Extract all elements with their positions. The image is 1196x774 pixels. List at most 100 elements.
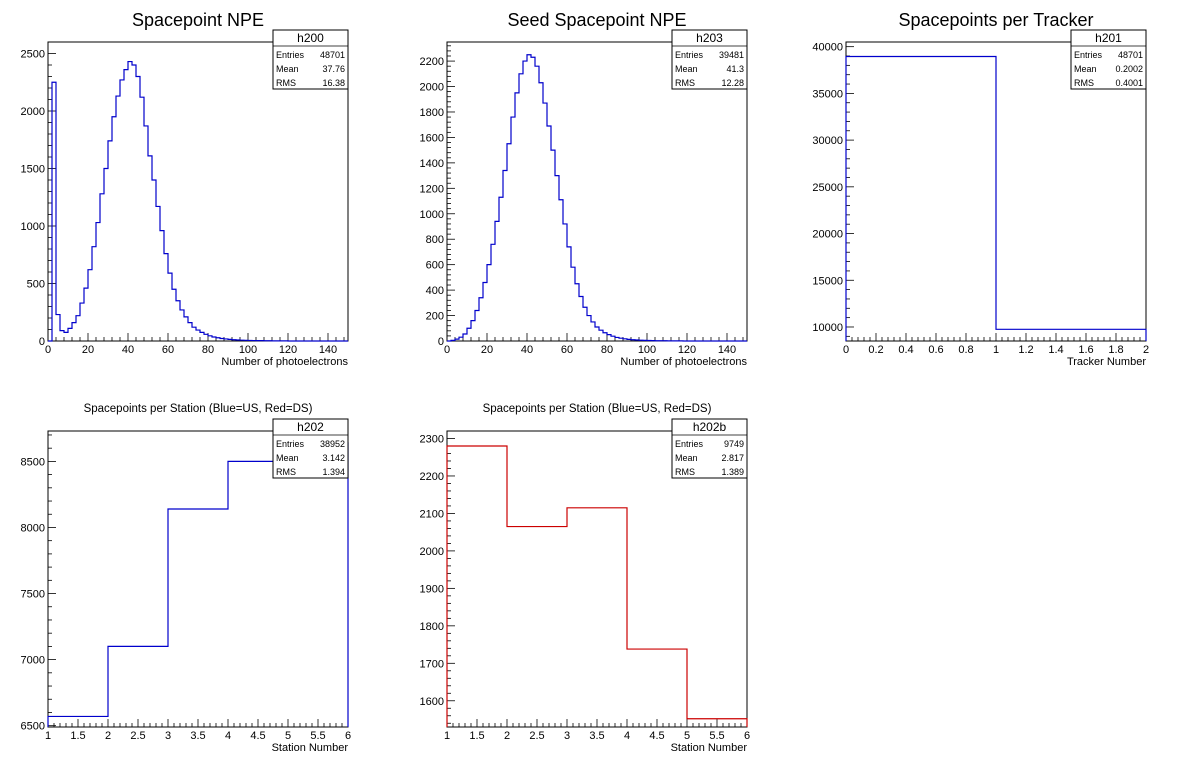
stats-entries-value: 38952: [320, 439, 345, 449]
stats-mean-value: 2.817: [721, 453, 744, 463]
x-tick-label: 4: [624, 730, 630, 742]
histogram-bin: [140, 97, 144, 341]
y-tick-label: 25000: [812, 182, 843, 194]
histogram-bin: [627, 649, 687, 727]
y-tick-label: 0: [39, 336, 45, 348]
stats-box-frame: [272, 418, 349, 479]
x-tick-label: 0.6: [928, 344, 943, 356]
x-tick-label: 3: [165, 730, 171, 742]
x-axis-label: Tracker Number: [1067, 356, 1146, 368]
stats-mean-label: Mean: [675, 64, 698, 74]
stats-box: h203 Entries 39481 Mean 41.3 RMS 12.28: [671, 29, 748, 90]
y-tick-label: 1400: [420, 158, 444, 170]
y-tick-label: 30000: [812, 135, 843, 147]
x-tick-label: 140: [319, 344, 337, 356]
histogram-bin: [551, 150, 555, 341]
x-tick-label: 3.5: [589, 730, 604, 742]
histogram-series: [48, 60, 348, 342]
stats-box-frame: [671, 418, 748, 479]
stats-mean-label: Mean: [276, 453, 299, 463]
stats-box: h201 Entries 48701 Mean 0.2002 RMS 0.4001: [1070, 29, 1147, 90]
x-tick-label: 80: [202, 344, 214, 356]
histogram-bin: [547, 126, 551, 341]
x-tick-label: 100: [638, 344, 656, 356]
y-tick-label: 1800: [420, 107, 444, 119]
histogram-bin: [846, 56, 996, 341]
histogram-bin: [539, 83, 543, 341]
histogram-bin: [124, 70, 128, 341]
stats-entries-value: 48701: [1118, 50, 1143, 60]
histogram-bin: [108, 141, 112, 341]
y-tick-label: 1000: [21, 221, 45, 233]
stats-entries-value: 39481: [719, 50, 744, 60]
x-tick-label: 2: [504, 730, 510, 742]
histogram-bin: [148, 156, 152, 341]
x-tick-label: 1.8: [1108, 344, 1123, 356]
x-tick-label: 40: [521, 344, 533, 356]
x-tick-label: 1.5: [70, 730, 85, 742]
y-tick-label: 10000: [812, 322, 843, 334]
stats-box-frame: [272, 29, 349, 90]
x-tick-label: 2.5: [130, 730, 145, 742]
x-tick-label: 4.5: [649, 730, 664, 742]
x-tick-label: 20: [481, 344, 493, 356]
histogram-bin: [108, 646, 168, 727]
histogram-bin: [507, 527, 567, 727]
chart-title: Spacepoints per Station (Blue=US, Red=DS…: [84, 403, 313, 415]
stats-entries-label: Entries: [675, 439, 704, 449]
y-tick-label: 1700: [420, 658, 444, 670]
x-tick-label: 5: [285, 730, 291, 742]
x-tick-label: 6: [744, 730, 750, 742]
stats-rms-value: 0.4001: [1115, 78, 1143, 88]
x-tick-label: 0: [444, 344, 450, 356]
chart-4: Spacepoints per Station (Blue=US, Red=DS…: [21, 403, 352, 754]
histogram-bin: [531, 57, 535, 341]
stats-rms-label: RMS: [276, 467, 296, 477]
histogram-bin: [567, 508, 627, 727]
y-tick-label: 8000: [21, 522, 45, 534]
y-tick-label: 15000: [812, 275, 843, 287]
histogram-bin: [116, 96, 120, 341]
stats-box: h202b Entries 9749 Mean 2.817 RMS 1.389: [671, 418, 748, 479]
histogram-series: [845, 55, 1147, 341]
y-tick-label: 0: [438, 336, 444, 348]
x-axis-label: Station Number: [272, 742, 349, 754]
histogram-bin: [519, 74, 523, 341]
x-tick-label: 1.2: [1018, 344, 1033, 356]
x-tick-label: 1.4: [1048, 344, 1063, 356]
x-tick-label: 1: [45, 730, 51, 742]
stats-name: h201: [1095, 31, 1122, 45]
histogram-line: [446, 445, 748, 727]
x-tick-label: 120: [279, 344, 297, 356]
histogram-bin: [527, 55, 531, 341]
y-tick-label: 2300: [420, 433, 444, 445]
stats-box: h202 Entries 38952 Mean 3.142 RMS 1.394: [272, 418, 349, 479]
stats-mean-value: 0.2002: [1115, 64, 1143, 74]
histogram-line: [447, 54, 747, 342]
stats-mean-value: 37.76: [322, 64, 345, 74]
y-tick-label: 2200: [420, 56, 444, 68]
histogram-bin: [288, 443, 348, 727]
x-tick-label: 60: [162, 344, 174, 356]
y-tick-label: 8500: [21, 456, 45, 468]
histogram-bin: [515, 93, 519, 341]
x-tick-label: 3: [564, 730, 570, 742]
y-tick-label: 400: [426, 285, 444, 297]
y-tick-label: 600: [426, 260, 444, 272]
x-tick-label: 80: [601, 344, 613, 356]
x-tick-label: 140: [718, 344, 736, 356]
x-tick-label: 1.6: [1078, 344, 1093, 356]
histogram-bin: [128, 62, 132, 341]
histogram-series: [447, 54, 747, 342]
x-axis-label: Number of photoelectrons: [221, 356, 348, 368]
y-tick-label: 7000: [21, 655, 45, 667]
stats-name: h203: [696, 31, 723, 45]
x-tick-label: 0.2: [868, 344, 883, 356]
histogram-bin: [996, 329, 1146, 341]
histogram-bin: [687, 719, 747, 727]
histogram-line: [845, 55, 1147, 341]
x-tick-label: 40: [122, 344, 134, 356]
chart-3: Spacepoints per Tracker 0 0.2 0.4 0.6 0.8 1 1.2…: [812, 10, 1149, 368]
y-tick-label: 2500: [21, 49, 45, 61]
histogram-bin: [555, 176, 559, 341]
